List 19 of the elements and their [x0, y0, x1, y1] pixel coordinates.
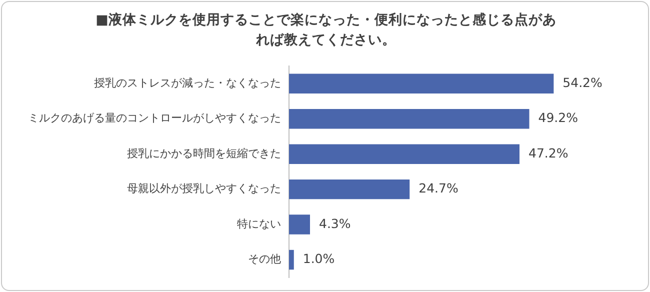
bar	[289, 74, 554, 94]
bar	[289, 250, 294, 270]
data-label: 54.2%	[562, 74, 603, 90]
data-label: 24.7%	[418, 180, 458, 196]
data-label: 49.2%	[538, 110, 578, 126]
data-label: 4.3%	[319, 216, 351, 231]
bar	[289, 144, 520, 164]
y-tick-label: ミルクのあげる量のコントロールがしやすくなった	[28, 112, 281, 125]
data-label: 47.2%	[528, 145, 568, 160]
y-tick-label: 授乳のストレスが減った・なくなった	[94, 76, 281, 90]
y-tick-label: 授乳にかかる時間を短縮できた	[127, 146, 281, 160]
bar	[289, 108, 530, 129]
bar	[289, 214, 310, 234]
y-tick-label: 特にない	[237, 217, 281, 230]
y-tick-label: その他	[248, 252, 281, 266]
data-label: 1.0%	[302, 251, 335, 266]
bar	[289, 179, 410, 200]
chart-title: ■液体ミルクを使用することで楽になった・便利になったと感じる点があれば教えてください。	[94, 11, 558, 50]
y-tick-label: 母親以外が授乳しやすくなった	[127, 182, 281, 196]
